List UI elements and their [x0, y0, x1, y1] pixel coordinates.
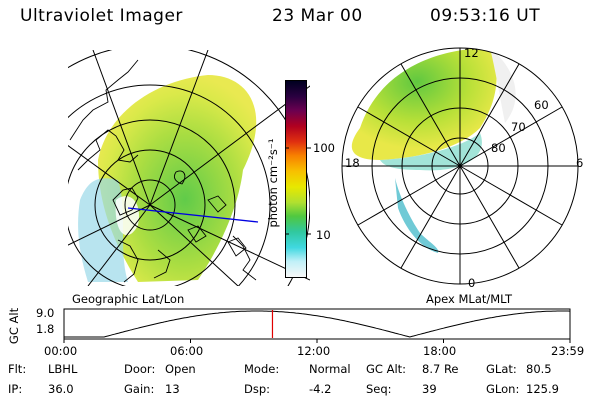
mlt-label-6: 6: [576, 156, 584, 170]
geographic-caption: Geographic Lat/Lon: [72, 292, 185, 306]
status-value: LBHL: [48, 362, 78, 376]
lat-label-70: 70: [511, 120, 526, 134]
magnetic-map: [341, 47, 579, 285]
status-value: Normal: [309, 362, 351, 376]
status-key: GLat:: [486, 362, 517, 376]
status-key: Mode:: [244, 362, 280, 376]
status-value: Open: [165, 362, 196, 376]
colorbar-label: photon cm⁻²s⁻¹: [266, 138, 280, 228]
mlt-label-12: 12: [464, 46, 479, 60]
status-value: 13: [165, 382, 180, 396]
geographic-map: [68, 50, 310, 286]
status-value: 80.5: [526, 362, 552, 376]
colorbar: [285, 80, 307, 278]
magnetic-caption: Apex MLat/MLT: [426, 292, 513, 306]
status-value: 125.9: [526, 382, 559, 396]
altitude-xtick-3: 18:00: [423, 344, 457, 358]
altitude-xtick-4: 23:59: [551, 344, 585, 358]
time-label: 09:53:16 UT: [430, 6, 541, 26]
mlt-label-0: 0: [468, 276, 476, 290]
status-key: IP:: [8, 382, 23, 396]
status-value: -4.2: [309, 382, 332, 396]
status-key: GC Alt:: [366, 362, 407, 376]
altitude-curve: [64, 310, 571, 338]
mlt-label-18: 18: [345, 156, 360, 170]
altitude-xtick-0: 00:00: [44, 344, 78, 358]
status-key: Door:: [124, 362, 156, 376]
colorbar-ticks: [285, 147, 311, 235]
colorbar-tick-10: 10: [316, 228, 331, 242]
altitude-plot: [63, 308, 571, 343]
lat-label-80: 80: [491, 141, 506, 155]
altitude-xtick-1: 06:00: [170, 344, 204, 358]
status-key: Dsp:: [244, 382, 271, 396]
status-key: Seq:: [366, 382, 392, 396]
status-value: 39: [422, 382, 437, 396]
status-value: 36.0: [48, 382, 74, 396]
status-key: Flt:: [8, 362, 27, 376]
lat-label-60: 60: [534, 98, 549, 112]
altitude-ytick-high: 9.0: [36, 306, 55, 320]
date-label: 23 Mar 00: [272, 6, 363, 26]
status-value: 8.7 Re: [422, 362, 459, 376]
altitude-ytick-low: 1.8: [36, 322, 55, 336]
altitude-xtick-2: 12:00: [297, 344, 331, 358]
colorbar-tick-100: 100: [313, 141, 335, 155]
status-key: GLon:: [486, 382, 520, 396]
emission-region-left: [98, 75, 257, 282]
status-key: Gain:: [124, 382, 155, 396]
instrument-title: Ultraviolet Imager: [20, 6, 183, 26]
